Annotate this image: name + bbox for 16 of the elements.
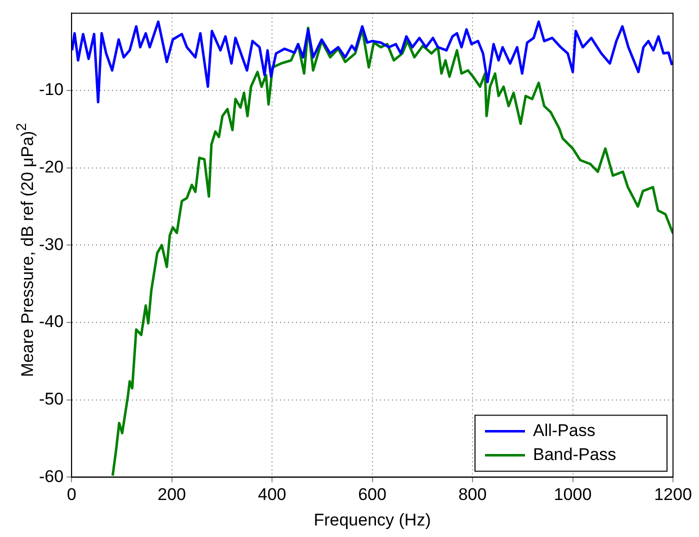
- y-tick-label: -20: [38, 158, 64, 177]
- x-tick-label: 600: [358, 485, 386, 504]
- legend-label: All-Pass: [533, 420, 596, 440]
- y-tick-label: -10: [38, 80, 64, 100]
- legend-label: Band-Pass: [533, 444, 616, 464]
- x-tick-label: 400: [258, 485, 286, 504]
- x-tick-label: 800: [458, 485, 487, 504]
- y-tick-label: -40: [38, 312, 64, 332]
- x-tick-label: 1200: [654, 485, 692, 504]
- x-tick-label: 0: [66, 485, 76, 504]
- x-axis-title: Frequency (Hz): [314, 510, 431, 530]
- x-tick-label: 200: [158, 485, 186, 504]
- y-tick-label: -30: [38, 234, 64, 254]
- x-tick-label: 1000: [554, 485, 592, 504]
- y-tick-label: -60: [38, 466, 64, 486]
- y-tick-label: -50: [38, 390, 64, 409]
